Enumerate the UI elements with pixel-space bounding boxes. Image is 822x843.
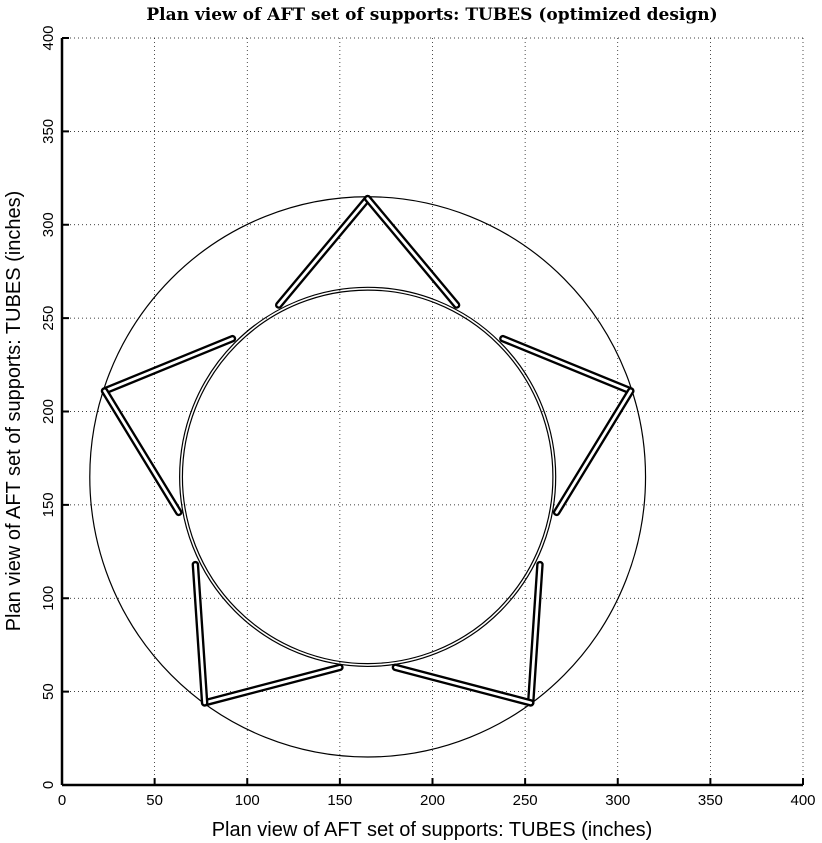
support-tube (200, 663, 344, 707)
support-tube (499, 334, 635, 395)
circle-group (89, 196, 647, 758)
x-axis-label: Plan view of AFT set of supports: TUBES … (212, 819, 653, 841)
outer-ring (89, 196, 647, 758)
tick-labels: 0 50 100 150 200 250 300 350 400 0 50 100 150 200 250 3… (40, 25, 816, 809)
support-tube (391, 663, 535, 707)
x-tick-label: 0 (58, 792, 66, 809)
tube-core (501, 337, 633, 393)
x-tick-label: 150 (327, 792, 352, 809)
y-tick-label: 250 (40, 306, 57, 331)
x-tick-label: 400 (790, 792, 815, 809)
tube-core (193, 563, 207, 705)
x-tick-label: 250 (513, 792, 538, 809)
x-tick-label: 50 (146, 792, 163, 809)
y-tick-label: 200 (40, 399, 57, 424)
tube-core (529, 563, 542, 705)
support-tube (100, 387, 183, 517)
y-axis-label: Plan view of AFT set of supports: TUBES … (3, 191, 25, 632)
tube-core (277, 197, 370, 307)
support-tube (274, 194, 372, 309)
support-tube (100, 334, 237, 395)
x-tick-label: 350 (698, 792, 723, 809)
support-tube (552, 387, 635, 517)
x-tick-label: 200 (420, 792, 445, 809)
tube-core (103, 337, 234, 393)
y-tick-label: 50 (40, 683, 57, 700)
tube-core (394, 665, 533, 705)
grid (62, 37, 804, 785)
y-tick-label: 150 (40, 492, 57, 517)
y-tick-label: 300 (40, 212, 57, 237)
tube-core (366, 197, 458, 307)
tube-core (555, 389, 633, 514)
axes (60, 37, 804, 787)
support-tube (191, 560, 209, 707)
y-tick-label: 400 (40, 25, 57, 50)
inner-ring-a (181, 289, 554, 665)
y-tick-label: 100 (40, 586, 57, 611)
tube-group (100, 194, 635, 707)
support-tube (526, 560, 544, 707)
y-tick-label: 350 (40, 119, 57, 144)
tube-core (203, 665, 342, 705)
x-tick-label: 100 (235, 792, 260, 809)
tube-core (103, 389, 181, 514)
chart-title: Plan view of AFT set of supports: TUBES … (146, 5, 717, 25)
support-tube (363, 194, 461, 309)
y-tick-label: 0 (40, 781, 57, 789)
inner-ring-b (179, 286, 557, 668)
x-tick-label: 300 (605, 792, 630, 809)
